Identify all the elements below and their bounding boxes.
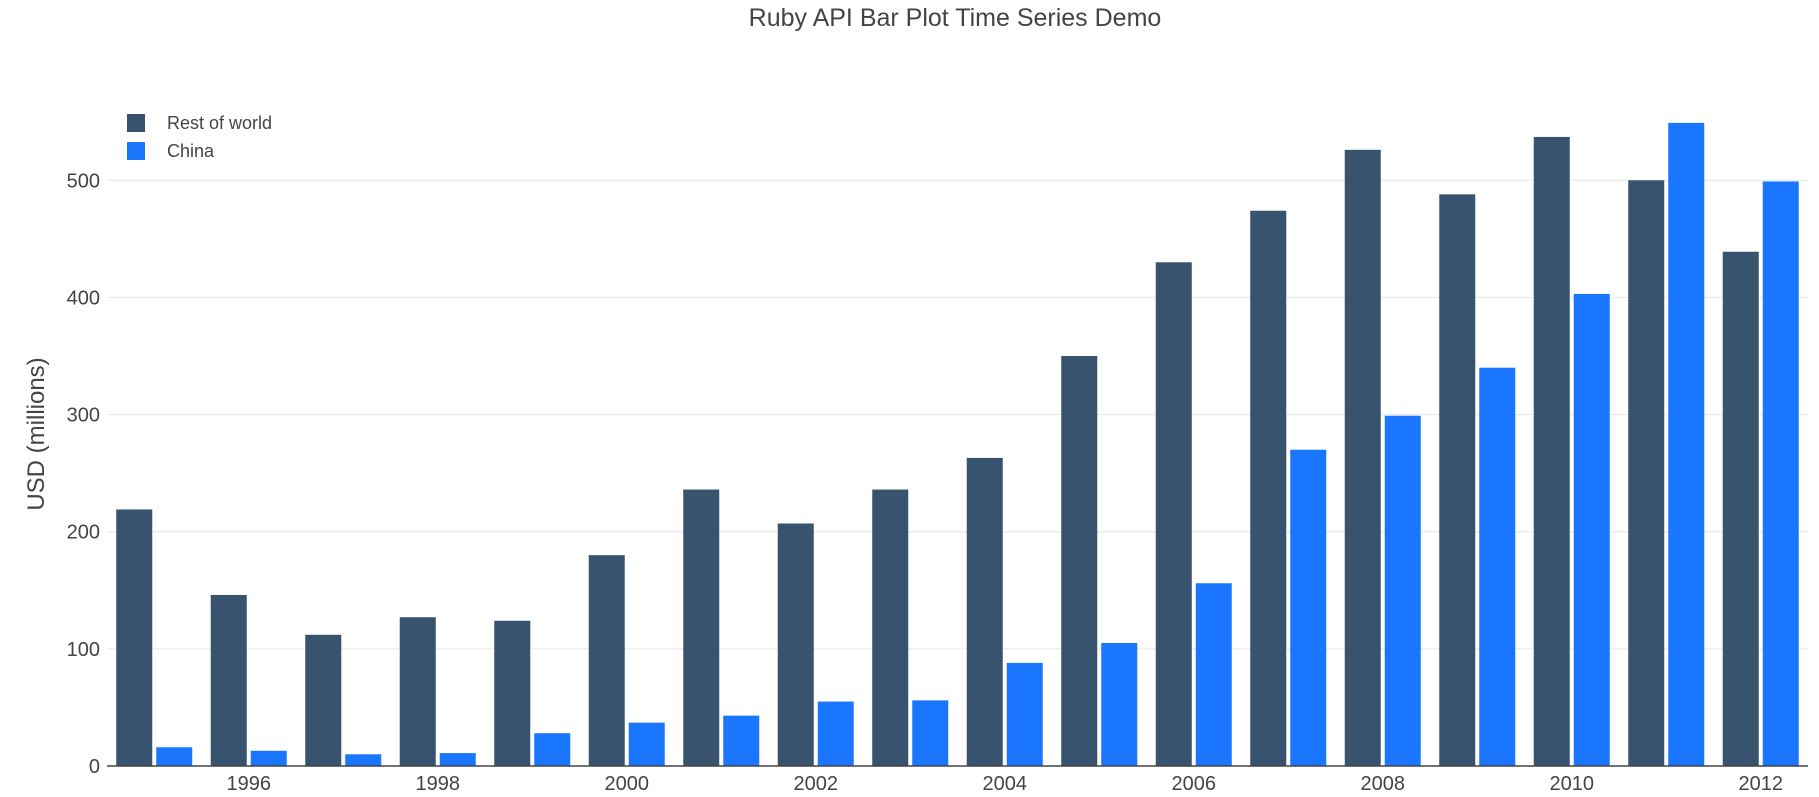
bar-rest-of-world-2004[interactable] <box>966 457 1003 766</box>
bar-china-2005[interactable] <box>1101 643 1138 766</box>
bar-rest-of-world-2000[interactable] <box>588 555 625 766</box>
x-tick-label: 2008 <box>1361 773 1406 795</box>
bar-rest-of-world-2005[interactable] <box>1061 356 1098 766</box>
bar-china-2012[interactable] <box>1762 181 1799 766</box>
bar-china-2011[interactable] <box>1668 122 1705 766</box>
bar-china-1995[interactable] <box>156 747 193 766</box>
legend-label[interactable]: China <box>167 141 215 161</box>
legend[interactable]: Rest of world China <box>127 113 272 161</box>
y-tick-label: 0 <box>89 756 100 778</box>
bar-rest-of-world-1999[interactable] <box>494 620 531 766</box>
x-tick-label: 2010 <box>1550 773 1595 795</box>
bar-rest-of-world-2008[interactable] <box>1344 149 1381 767</box>
bar-rest-of-world-2007[interactable] <box>1250 210 1287 766</box>
x-tick-label: 2012 <box>1739 773 1784 795</box>
bar-rest-of-world-2003[interactable] <box>872 489 909 766</box>
bar-china-1997[interactable] <box>345 754 382 766</box>
bar-china-2009[interactable] <box>1479 367 1516 766</box>
y-tick-label: 500 <box>67 170 100 192</box>
bar-china-1996[interactable] <box>250 750 287 766</box>
y-axis-title: USD (millions) <box>23 357 50 510</box>
legend-swatch[interactable] <box>127 142 145 160</box>
chart-title: Ruby API Bar Plot Time Series Demo <box>749 4 1162 32</box>
bar-rest-of-world-2006[interactable] <box>1155 262 1192 766</box>
y-tick-label: 400 <box>67 287 100 309</box>
bar-china-2000[interactable] <box>628 722 665 766</box>
bar-china-2004[interactable] <box>1006 662 1043 766</box>
y-tick-label: 100 <box>67 639 100 661</box>
x-axis-ticks: 1996 1998 2000 2002 2004 2006 2008 2010 2012 <box>227 773 1784 795</box>
bar-rest-of-world-2012[interactable] <box>1722 251 1759 766</box>
bar-china-1999[interactable] <box>534 733 571 766</box>
bar-china-2008[interactable] <box>1384 415 1421 766</box>
x-tick-label: 2004 <box>983 773 1028 795</box>
gridlines <box>107 179 1808 650</box>
legend-swatch[interactable] <box>127 114 145 132</box>
bar-rest-of-world-2002[interactable] <box>777 523 814 766</box>
x-tick-label: 1996 <box>227 773 272 795</box>
bar-china-2001[interactable] <box>723 715 760 766</box>
bar-rest-of-world-2009[interactable] <box>1439 194 1476 767</box>
bar-rest-of-world-1996[interactable] <box>210 594 247 766</box>
x-tick-label: 2002 <box>794 773 839 795</box>
y-axis-ticks: 0 100 200 300 400 500 <box>67 170 100 778</box>
bar-rest-of-world-2011[interactable] <box>1628 180 1665 767</box>
bar-china-1998[interactable] <box>439 753 476 766</box>
bar-china-2007[interactable] <box>1290 449 1327 766</box>
bar-china-2002[interactable] <box>817 701 854 766</box>
bar-china-2010[interactable] <box>1573 293 1610 766</box>
x-tick-label: 2006 <box>1172 773 1217 795</box>
bar-china-2006[interactable] <box>1195 583 1232 766</box>
x-tick-label: 2000 <box>605 773 650 795</box>
x-tick-label: 1998 <box>416 773 461 795</box>
bar-rest-of-world-1995[interactable] <box>116 509 153 766</box>
bar-china-2003[interactable] <box>912 700 949 766</box>
bar-rest-of-world-1998[interactable] <box>399 617 436 766</box>
y-tick-label: 300 <box>67 405 100 427</box>
y-tick-label: 200 <box>67 522 100 544</box>
bar-rest-of-world-2001[interactable] <box>683 489 720 766</box>
legend-label[interactable]: Rest of world <box>167 113 272 133</box>
bar-rest-of-world-2010[interactable] <box>1533 136 1570 766</box>
bar-rest-of-world-1997[interactable] <box>305 634 342 766</box>
bars <box>116 122 1799 767</box>
